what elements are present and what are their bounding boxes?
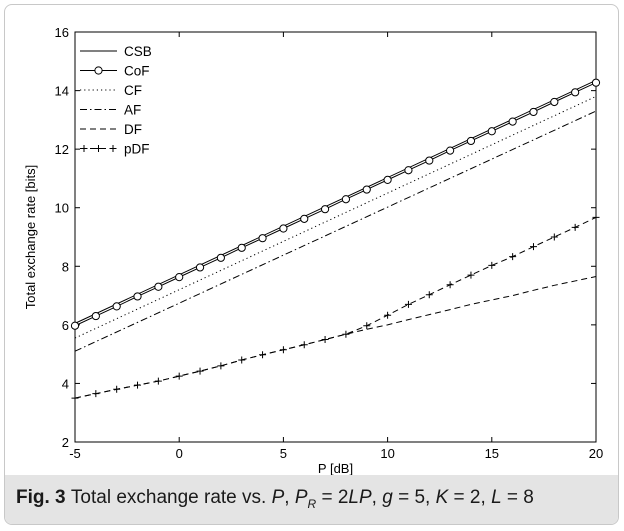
series-cof-point xyxy=(70,321,80,330)
series-cof-point xyxy=(258,234,267,243)
series-pdf-point xyxy=(300,341,308,349)
y-tick-label: 16 xyxy=(55,25,69,40)
series-cof-point xyxy=(571,88,580,97)
y-tick-label: 6 xyxy=(62,318,69,333)
x-tick-label: 10 xyxy=(380,446,394,461)
series-pdf-point xyxy=(404,300,412,308)
series-pdf-point xyxy=(529,243,537,251)
legend-cof-label: CoF xyxy=(124,64,150,79)
series-df-line xyxy=(74,276,597,399)
series-cof-point xyxy=(529,107,538,117)
series-cof-point xyxy=(466,136,476,146)
caption-label: Fig. 3 xyxy=(16,487,66,508)
series-cof-point xyxy=(383,175,392,184)
y-axis-label: Total exchange rate [bits] xyxy=(23,165,38,310)
series-pdf-point xyxy=(259,351,267,359)
caption-text: Total exchange rate vs. P, PR = 2LP, g =… xyxy=(65,487,534,511)
series-cof-point xyxy=(154,282,163,291)
series-pdf-point xyxy=(321,336,329,343)
legend-cf-label: CF xyxy=(124,83,142,98)
series-cof-point xyxy=(550,97,559,107)
x-tick-label: -5 xyxy=(69,446,81,461)
caption-box: Fig. 3 Total exchange rate vs. P, PR = 2… xyxy=(5,475,618,524)
series-cof-point xyxy=(320,205,330,214)
series-pdf-point xyxy=(134,381,142,389)
series-cof-point xyxy=(300,214,309,223)
series-cof-point xyxy=(446,146,455,155)
legend-af-label: AF xyxy=(124,103,141,118)
series-cof-point xyxy=(404,166,413,175)
series-pdf-point xyxy=(175,372,183,380)
x-tick-label: 20 xyxy=(589,446,603,461)
series-cof-point xyxy=(508,117,517,126)
legend-csb-label: CSB xyxy=(124,44,152,59)
series-pdf-point xyxy=(279,346,287,354)
series-cof-line xyxy=(74,82,597,327)
series-cof-point xyxy=(487,127,496,136)
series-cof-point xyxy=(216,253,225,262)
figure-frame: -5 0 5 10 15 20 2 4 6 8 10 12 14 16 P [dB] Total exchan… xyxy=(4,4,619,525)
legend-pdf-marker xyxy=(80,145,88,152)
series-cof-point xyxy=(91,311,100,321)
series-pdf-point xyxy=(571,223,579,231)
x-tick-label: 0 xyxy=(176,446,183,461)
legend-cof-marker xyxy=(94,66,103,75)
y-tick-label: 10 xyxy=(55,201,69,216)
series-pdf-point xyxy=(92,390,100,398)
series-cof-point xyxy=(341,195,351,204)
series-pdf-point xyxy=(363,322,371,330)
series-cof-point xyxy=(279,224,288,233)
series-pdf-point xyxy=(217,362,225,370)
y-tick-label: 8 xyxy=(62,259,69,274)
series-cof-point xyxy=(362,185,371,194)
series-af-line xyxy=(74,110,597,352)
series-pdf-line xyxy=(74,216,597,399)
series-pdf-point xyxy=(425,291,433,299)
legend-pdf-marker xyxy=(109,145,117,152)
series-pdf-point xyxy=(592,213,600,221)
series-cof-point xyxy=(133,292,142,301)
series-cof-point xyxy=(175,273,184,282)
series-pdf-point xyxy=(196,367,204,375)
series-pdf-point xyxy=(488,261,496,269)
series-pdf-point xyxy=(550,233,558,241)
series-pdf-point xyxy=(384,311,392,319)
y-tick-label: 2 xyxy=(62,435,69,450)
series-cof-point xyxy=(237,243,246,252)
series-cof-point xyxy=(591,78,601,87)
series-pdf-point xyxy=(342,330,350,338)
series-cof-point xyxy=(195,263,205,272)
series-pdf-point xyxy=(238,356,246,364)
series-pdf-point xyxy=(509,253,517,261)
figure-caption: Fig. 3 Total exchange rate vs. P, PR = 2… xyxy=(16,487,534,511)
line-chart: -5 0 5 10 15 20 2 4 6 8 10 12 14 16 P [dB] Total exchan… xyxy=(23,25,603,475)
y-tick-label: 12 xyxy=(55,142,69,157)
series-cf-line xyxy=(74,95,597,339)
legend-pdf-marker xyxy=(95,145,102,152)
series-pdf-point xyxy=(467,271,475,279)
legend-df-label: DF xyxy=(124,122,142,137)
series-cof-point xyxy=(425,156,434,165)
series-pdf-point xyxy=(446,281,454,289)
x-tick-label: 5 xyxy=(280,446,287,461)
series-cof-point xyxy=(112,302,121,311)
y-tick-label: 14 xyxy=(55,84,69,99)
series-pdf-point xyxy=(71,394,79,402)
legend-pdf-label: pDF xyxy=(124,142,150,157)
x-axis-label: P [dB] xyxy=(318,461,353,475)
series-pdf-point xyxy=(154,377,162,385)
series-csb-line xyxy=(74,79,597,324)
plot-area-border xyxy=(74,31,597,443)
y-tick-label: 4 xyxy=(62,376,69,391)
series-pdf-point xyxy=(113,385,121,393)
x-tick-label: 15 xyxy=(485,446,499,461)
